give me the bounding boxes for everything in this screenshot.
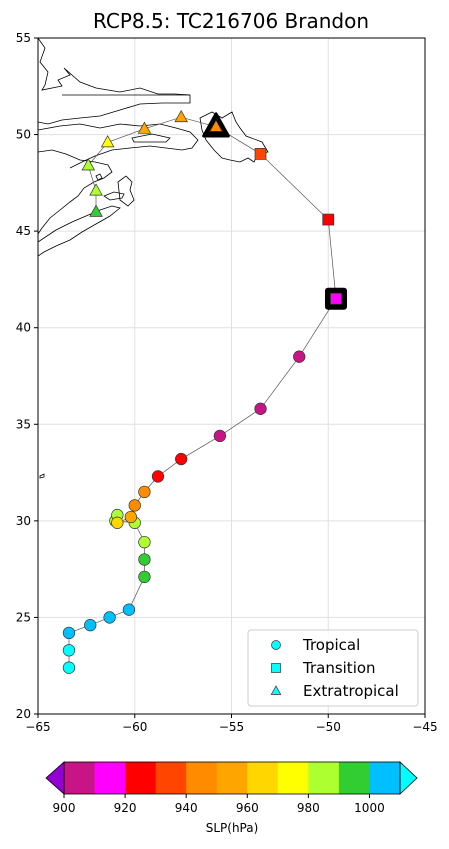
colorbar: 900 920 940 960 980 1000 SLP(hPa) (45, 761, 418, 835)
colorbar-tick-label: 920 (114, 801, 137, 815)
track-point-tropical (62, 626, 76, 640)
colorbar-extend-low (45, 761, 65, 795)
colorbar-segment (338, 762, 370, 794)
colorbar-segment (155, 762, 187, 794)
colorbar-tick-label: 960 (236, 801, 259, 815)
track-point-tropical (138, 570, 151, 584)
colorbar-segment (64, 762, 96, 794)
track-point-tropical (62, 644, 76, 657)
y-tick-label: 30 (16, 514, 31, 528)
x-tick-label: −60 (122, 720, 147, 734)
x-tick-label: −45 (412, 720, 437, 734)
gaspe-coast (38, 149, 113, 235)
y-tick-label: 20 (16, 707, 31, 721)
track-point-tropical (138, 535, 151, 549)
legend: Tropical Transition Extratropical (247, 629, 419, 707)
track-point-tropical (213, 429, 227, 443)
track-point-tropical (128, 499, 141, 512)
x-tick-label: −55 (219, 720, 244, 734)
colorbar-segment (247, 762, 279, 794)
track-point-tropical (151, 470, 165, 483)
y-tick-label: 35 (16, 417, 31, 431)
track-point-tropical (111, 516, 124, 529)
colorbar-segment (186, 762, 218, 794)
legend-label: Tropical (302, 636, 360, 654)
track-point-extratropical (174, 109, 188, 123)
track-point-tropical (293, 350, 306, 363)
nova-scotia (38, 205, 121, 257)
x-tick-label: −65 (25, 720, 50, 734)
track-point-tropical (254, 402, 267, 415)
coastline-map (38, 38, 269, 479)
colorbar-segment (369, 762, 401, 794)
track-point-transition (254, 148, 267, 160)
track-point-tropical (122, 603, 136, 616)
legend-box (247, 629, 419, 707)
colorbar-tick-label: 1000 (354, 801, 385, 815)
track-point-extratropical (89, 204, 103, 217)
x-tick-label: −50 (316, 720, 341, 734)
track-point-tropical (175, 452, 188, 466)
y-tick-label: 45 (16, 224, 31, 238)
legend-marker-circle (271, 640, 281, 650)
colorbar-tick-label: 980 (297, 801, 320, 815)
bermuda-island (39, 473, 45, 479)
track-point-extratropical (209, 119, 223, 132)
track-point-transition (330, 292, 342, 305)
colorbar-segment (125, 762, 157, 794)
colorbar-segment (216, 762, 248, 794)
track-point-tropical (124, 510, 138, 524)
y-tick-label: 50 (16, 128, 31, 142)
colorbar-segment (277, 762, 309, 794)
labrador-coast (38, 38, 191, 125)
track-point-extratropical (137, 121, 152, 134)
pei-island (103, 191, 125, 201)
colorbar-segment (94, 762, 126, 794)
legend-marker-triangle (270, 685, 282, 695)
axes: −65 −60 −55 −50 −45 20 25 30 35 40 45 50 55 (16, 31, 438, 734)
y-tick-label: 55 (16, 31, 31, 45)
track-point-extratropical (81, 158, 96, 171)
track-point-tropical (138, 553, 151, 566)
track-point-tropical (62, 661, 76, 674)
track-markers (62, 109, 347, 674)
gulf-north-shore (38, 123, 199, 169)
cape-breton (117, 175, 135, 207)
track-point-tropical (103, 611, 116, 624)
colorbar-frame (63, 761, 401, 795)
track-point-tropical (84, 619, 97, 632)
colorbar-label: SLP(hPa) (206, 821, 259, 835)
legend-label: Extratropical (303, 682, 399, 700)
chart-title: RCP8.5: TC216706 Brandon (93, 9, 369, 33)
track-point-transition (322, 213, 335, 226)
colorbar-segment (308, 762, 340, 794)
y-tick-label: 40 (16, 321, 31, 335)
legend-label: Transition (302, 659, 376, 677)
grid-lines (37, 37, 426, 715)
anticosti-island (131, 133, 171, 143)
colorbar-extend-high (399, 761, 418, 795)
colorbar-tick-label: 900 (53, 801, 76, 815)
track-point-tropical (138, 485, 151, 499)
colorbar-tick-label: 940 (175, 801, 198, 815)
track-point-extratropical (89, 183, 103, 196)
magdalen-islands (95, 173, 103, 181)
legend-marker-square (271, 663, 281, 673)
track-point-extratropical (100, 135, 115, 148)
y-tick-label: 25 (16, 610, 31, 624)
